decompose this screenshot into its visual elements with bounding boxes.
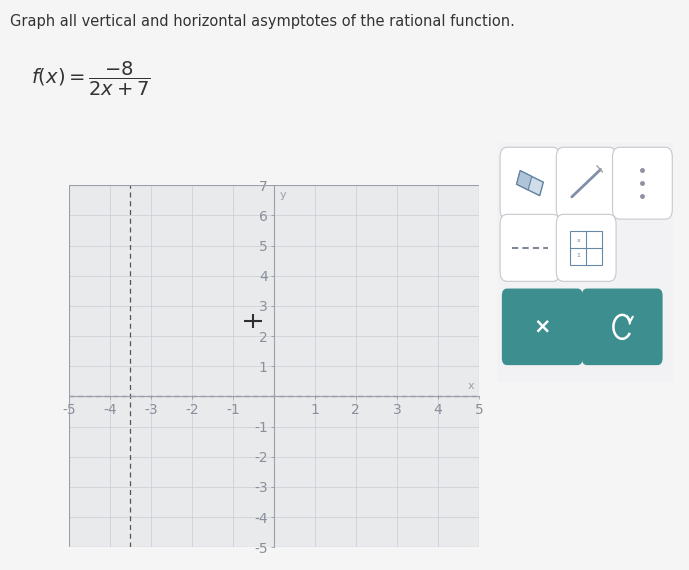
Text: y: y xyxy=(280,190,287,199)
Polygon shape xyxy=(517,171,544,196)
Text: $f(x)=\dfrac{-8}{2x+7}$: $f(x)=\dfrac{-8}{2x+7}$ xyxy=(31,60,151,98)
Text: x: x xyxy=(468,381,475,391)
FancyBboxPatch shape xyxy=(500,214,560,282)
Text: 1: 1 xyxy=(576,253,580,258)
FancyBboxPatch shape xyxy=(582,288,663,365)
FancyBboxPatch shape xyxy=(494,138,677,386)
Text: x: x xyxy=(577,238,580,243)
Text: ×: × xyxy=(533,317,551,337)
Text: Graph all vertical and horizontal asymptotes of the rational function.: Graph all vertical and horizontal asympt… xyxy=(10,14,515,29)
FancyBboxPatch shape xyxy=(500,147,560,219)
Polygon shape xyxy=(517,171,532,190)
FancyBboxPatch shape xyxy=(556,147,616,219)
FancyBboxPatch shape xyxy=(613,147,672,219)
FancyBboxPatch shape xyxy=(556,214,616,282)
FancyBboxPatch shape xyxy=(502,288,583,365)
